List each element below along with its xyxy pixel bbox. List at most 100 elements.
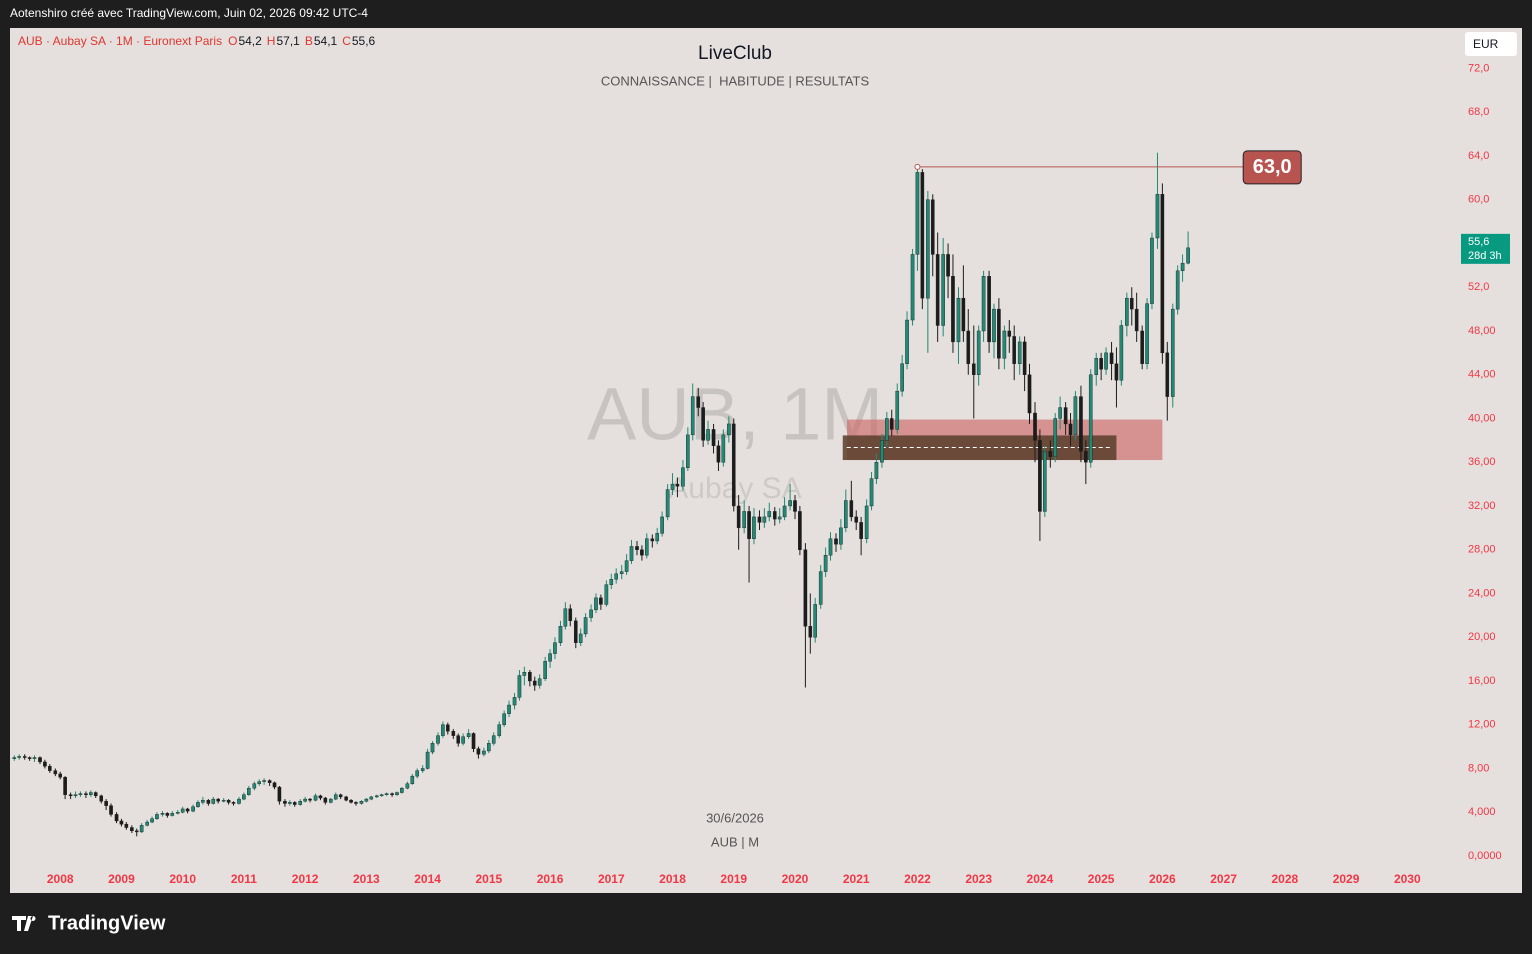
candle-body <box>731 423 736 507</box>
candle-body <box>272 782 277 788</box>
candle-body <box>124 824 129 828</box>
candle-body <box>900 363 904 392</box>
candle-body <box>379 794 384 797</box>
candle-body <box>338 794 343 798</box>
candle-body <box>793 500 797 512</box>
y-tick-label: 24,00 <box>1468 587 1496 599</box>
candle-body <box>390 793 394 795</box>
candle-body <box>288 802 292 804</box>
candle-body <box>828 538 833 556</box>
candle-body <box>1048 451 1053 457</box>
x-tick-label: 2013 <box>353 872 380 886</box>
candle-body <box>528 672 532 682</box>
y-tick-label: 68,0 <box>1468 106 1489 118</box>
candle-body <box>645 538 649 556</box>
candle-body <box>119 820 124 825</box>
ohlc-label: B <box>305 34 313 48</box>
candle-body <box>874 462 879 479</box>
candle-body <box>1012 336 1016 364</box>
candle-body <box>318 795 323 799</box>
candle-body <box>920 172 925 299</box>
candle-body <box>487 743 491 752</box>
x-tick-label: 2021 <box>843 872 870 886</box>
candle-body <box>1017 341 1022 364</box>
candle-body <box>655 533 660 542</box>
candle-body <box>1007 330 1012 337</box>
candle-body <box>359 801 364 804</box>
candle-body <box>308 798 312 801</box>
candle-body <box>491 735 496 744</box>
candle-body <box>640 549 644 556</box>
candle-body <box>58 773 63 778</box>
countdown: 28d 3h <box>1468 250 1502 262</box>
candle-body <box>482 750 486 755</box>
candle-body <box>670 483 675 490</box>
candle-body <box>374 795 379 798</box>
candle-body <box>543 661 547 679</box>
candle-body <box>971 363 976 375</box>
candle-body <box>889 418 894 430</box>
candle-body <box>145 821 149 826</box>
candle-body <box>53 770 58 775</box>
candle-body <box>134 830 139 833</box>
candle-body <box>99 795 104 802</box>
x-tick-label: 2017 <box>598 872 625 886</box>
candle-body <box>109 805 113 815</box>
candle-body <box>690 396 695 436</box>
candle-body <box>686 434 690 468</box>
candle-body <box>17 756 21 758</box>
x-tick-label: 2029 <box>1333 872 1360 886</box>
currency[interactable]: EUR <box>1473 37 1499 51</box>
candle-body <box>681 467 685 487</box>
symbol: AUB · Aubay SA · 1M · Euronext Paris <box>18 34 222 48</box>
x-tick-label: 2023 <box>965 872 992 886</box>
candle-body <box>721 434 726 463</box>
candle-body <box>78 793 83 795</box>
candle-body <box>864 505 869 539</box>
candle-body <box>568 608 573 622</box>
candle-body <box>976 330 981 375</box>
candle-body <box>839 527 843 545</box>
candle-body <box>905 319 909 364</box>
candle-body <box>507 704 511 714</box>
candle-body <box>114 814 119 822</box>
currency-box[interactable] <box>1465 32 1517 56</box>
x-tick-label: 2025 <box>1088 872 1115 886</box>
candle-body <box>150 818 154 823</box>
candle-body <box>961 297 966 332</box>
candle-body <box>992 308 996 343</box>
candle-body <box>696 396 701 408</box>
y-tick-label: 12,00 <box>1468 719 1496 731</box>
candle-body <box>624 560 629 572</box>
candle-body <box>650 538 655 542</box>
x-tick-label: 2028 <box>1271 872 1298 886</box>
candle-body <box>675 483 680 487</box>
candle-body <box>1053 418 1058 457</box>
candle-body <box>1134 308 1139 332</box>
x-tick-label: 2022 <box>904 872 931 886</box>
y-tick-label: 8,00 <box>1468 762 1489 774</box>
candle-body <box>471 733 476 749</box>
candle-body <box>430 743 435 753</box>
y-tick-label: 28,00 <box>1468 544 1496 556</box>
candle-body <box>1027 374 1032 414</box>
candle-body <box>537 678 542 686</box>
candle-body <box>89 792 93 795</box>
candle-body <box>1180 262 1185 272</box>
ohlc-label: C <box>342 34 351 48</box>
candle-body <box>910 254 915 321</box>
y-tick-label: 32,00 <box>1468 500 1496 512</box>
x-tick-label: 2010 <box>169 872 196 886</box>
candle-body <box>226 799 231 803</box>
candle-body <box>354 802 358 804</box>
candle-body <box>12 757 17 759</box>
footer-symbol: AUB | M <box>711 834 759 849</box>
candle-body <box>43 761 47 767</box>
candle-body <box>436 735 440 744</box>
level-anchor <box>914 163 921 170</box>
candle-body <box>548 653 552 662</box>
candle-body <box>277 786 282 802</box>
candle-body <box>834 538 838 545</box>
candle-body <box>946 254 950 277</box>
x-tick-label: 2016 <box>537 872 564 886</box>
